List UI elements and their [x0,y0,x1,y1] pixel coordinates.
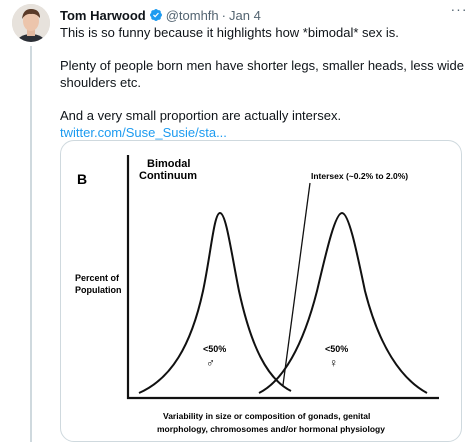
tweet-link[interactable]: twitter.com/Suse_Susie/sta... [60,125,227,140]
female-distribution-curve [258,211,428,394]
x-axis-label-line-2: morphology, chromosomes and/or hormonal … [157,424,385,434]
tweet-header: Tom Harwood @tomhfh · Jan 4 [60,6,261,24]
tweet-line-2: Plenty of people born men have shorter l… [60,58,464,90]
y-axis-label-line-2: Population [75,285,122,295]
avatar-portrait-icon [12,4,50,42]
male-symbol-icon: ♂ [206,356,215,370]
panel-letter: B [77,171,87,187]
thread-line [30,46,32,442]
y-axis-label-line-1: Percent of [75,273,120,283]
author-handle[interactable]: @tomhfh [165,7,219,23]
x-axis-label-line-1: Variability in size or composition of go… [163,411,370,421]
media-card[interactable]: B Bimodal Continuum Percent of Populatio… [60,140,462,442]
more-options-icon[interactable]: ··· [450,1,468,17]
avatar[interactable] [12,4,50,42]
figure-title-line-2: Continuum [139,170,197,182]
intersex-annotation: Intersex (~0.2% to 2.0%) [311,171,408,181]
female-symbol-icon: ♀ [329,356,338,370]
tweet-line-1: This is so funny because it highlights h… [60,25,399,40]
header-separator: · [221,7,226,23]
tweet-timestamp[interactable]: Jan 4 [229,7,261,23]
author-name[interactable]: Tom Harwood [60,7,146,23]
intersex-pointer-line [282,182,311,386]
male-percentage-label: <50% [203,344,226,354]
female-percentage-label: <50% [325,344,348,354]
tweet-line-3: And a very small proportion are actually… [60,108,342,123]
bimodal-figure: B Bimodal Continuum Percent of Populatio… [75,155,439,434]
verified-badge-icon [149,9,162,21]
figure-title-line-1: Bimodal [147,158,190,170]
male-distribution-curve [138,211,292,394]
tweet-text: This is so funny because it highlights h… [60,24,465,141]
